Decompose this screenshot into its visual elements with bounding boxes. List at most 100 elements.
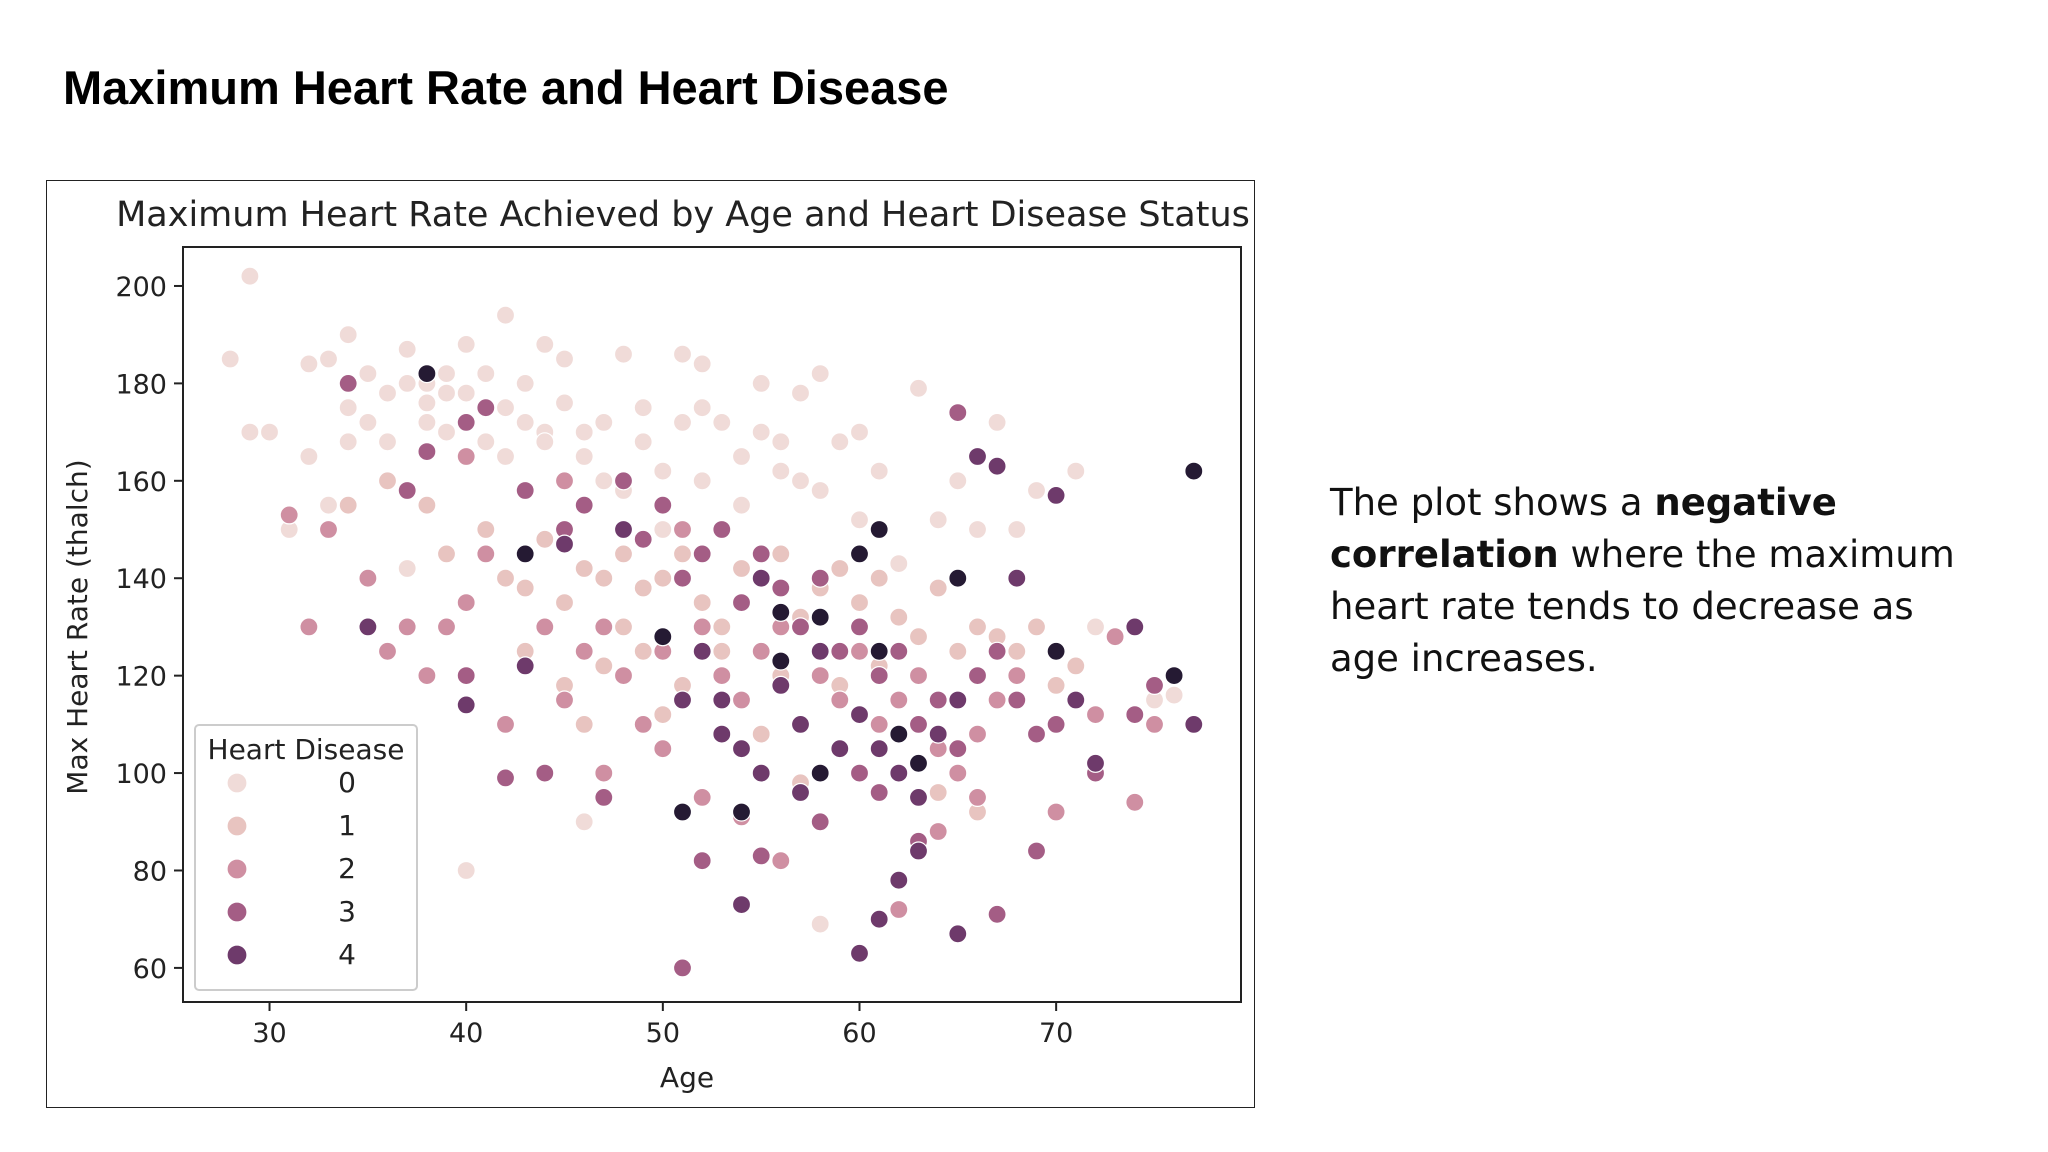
data-point (318, 495, 339, 515)
data-point (672, 519, 693, 540)
data-point (594, 412, 614, 432)
caption-part-1: The plot shows a (1330, 481, 1655, 524)
data-point (279, 505, 299, 525)
data-point (397, 480, 417, 501)
data-point (889, 899, 909, 920)
scatter-chart: Maximum Heart Rate Achieved by Age and H… (61, 195, 1250, 1094)
data-point (948, 690, 968, 710)
data-point (869, 714, 889, 735)
data-point (810, 666, 830, 686)
x-axis: 30 40 50 60 70 (252, 1002, 1073, 1049)
data-point (1144, 675, 1165, 695)
data-point (771, 851, 791, 871)
data-point (1164, 685, 1184, 705)
data-point (712, 724, 732, 744)
data-point (967, 617, 988, 637)
data-point (692, 471, 712, 491)
data-point (436, 383, 457, 403)
data-point (1026, 841, 1047, 861)
data-point (672, 690, 693, 710)
data-point (790, 714, 811, 735)
data-point (928, 690, 948, 710)
data-point (574, 812, 594, 832)
data-point (948, 641, 968, 661)
data-point (987, 904, 1007, 924)
data-point (633, 641, 653, 661)
data-point (1026, 617, 1047, 637)
data-point (515, 656, 535, 676)
x-tick-label: 50 (646, 1018, 680, 1049)
legend-marker (226, 858, 248, 880)
data-point (1007, 568, 1027, 588)
data-point (692, 354, 712, 374)
caption-part-2: where the maximum heart rate tends to de… (1330, 533, 1955, 680)
x-tick-label: 60 (842, 1018, 876, 1049)
data-point (358, 412, 378, 432)
data-point (1144, 714, 1165, 735)
data-point (869, 666, 889, 686)
data-point (967, 666, 988, 686)
data-point (712, 690, 732, 710)
data-point (712, 412, 732, 432)
x-tick-label: 40 (449, 1018, 483, 1049)
data-point (987, 456, 1007, 476)
data-point (653, 739, 673, 759)
data-point (1125, 704, 1145, 725)
data-point (731, 446, 752, 467)
data-point (928, 821, 948, 842)
data-point (456, 695, 476, 715)
data-point (751, 763, 771, 783)
x-tick-label: 70 (1039, 1018, 1073, 1049)
data-point (908, 714, 929, 735)
data-point (515, 412, 535, 432)
data-point (653, 704, 673, 725)
data-point (220, 349, 240, 369)
data-point (1007, 641, 1027, 661)
data-point (810, 480, 830, 501)
data-point (692, 398, 712, 418)
data-point (1125, 617, 1145, 637)
data-point (908, 666, 929, 686)
data-point (574, 714, 594, 735)
data-point (456, 860, 476, 881)
data-point (417, 412, 437, 432)
data-point (476, 364, 496, 384)
y-tick-label: 200 (115, 272, 167, 303)
data-point (790, 471, 811, 491)
data-point (377, 432, 398, 452)
data-point (731, 593, 752, 613)
data-point (594, 656, 614, 676)
legend-label: 3 (338, 895, 356, 928)
data-point (436, 617, 457, 637)
legend-title: Heart Disease (208, 733, 405, 766)
data-point (633, 398, 653, 418)
data-point (908, 787, 929, 808)
data-point (869, 568, 889, 588)
data-point (771, 578, 791, 598)
data-point (417, 442, 437, 462)
data-point (456, 666, 476, 686)
data-point (574, 446, 594, 467)
data-point (948, 471, 968, 491)
data-point (456, 593, 476, 613)
data-point (869, 461, 889, 481)
data-point (554, 349, 575, 369)
data-point (967, 519, 988, 540)
data-point (908, 753, 929, 773)
data-point (751, 724, 771, 744)
data-point (889, 554, 909, 574)
data-point (358, 364, 378, 384)
data-point (869, 519, 889, 540)
data-point (515, 544, 535, 564)
data-point (810, 641, 830, 661)
data-point (869, 641, 889, 661)
data-point (987, 690, 1007, 710)
data-point (574, 495, 594, 515)
legend-label: 2 (338, 852, 356, 885)
data-point (849, 617, 870, 637)
data-point (338, 398, 358, 418)
data-point (672, 544, 693, 564)
data-point (456, 334, 476, 354)
data-point (751, 568, 771, 588)
data-point (476, 544, 496, 564)
